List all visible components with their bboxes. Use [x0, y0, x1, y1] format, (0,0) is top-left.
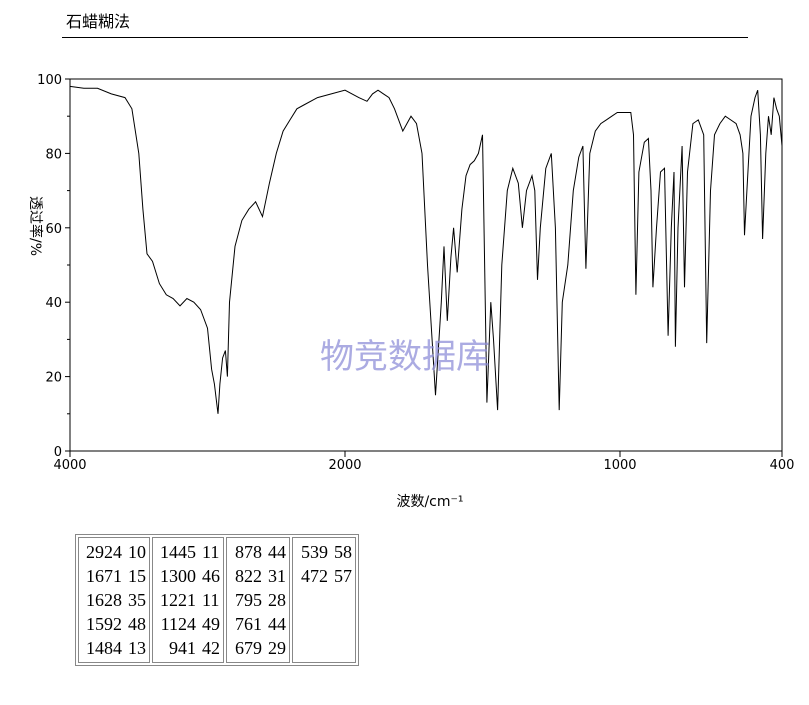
y-tick-label: 0 [54, 445, 62, 460]
watermark: 物竞数据库 [320, 337, 490, 377]
peak-transmittance: 31 [268, 566, 286, 586]
x-tick-label: 4000 [53, 458, 86, 473]
peak-transmittance: 29 [268, 638, 286, 658]
peak-table-column: 1445 11 1300 46 1221 11 1124 49 941 42 [152, 537, 224, 663]
peak-wavenumber: 761 [235, 614, 262, 634]
peak-table: 2924 10 1671 15 1628 35 1592 48 1484 13 1445 11 1300… [75, 534, 359, 666]
x-tick-label: 400 [770, 458, 795, 473]
peak-transmittance: 48 [128, 614, 146, 634]
peak-wavenumber: 1124 [160, 614, 196, 634]
peak-entry: 1445 11 [158, 540, 220, 564]
peak-wavenumber: 822 [235, 566, 262, 586]
peak-transmittance: 57 [334, 566, 352, 586]
peak-entry: 472 57 [298, 564, 352, 588]
peak-wavenumber: 1484 [86, 638, 122, 658]
peak-entry: 1628 35 [84, 588, 146, 612]
peak-entry: 761 44 [232, 612, 286, 636]
peak-transmittance: 35 [128, 590, 146, 610]
peak-entry: 941 42 [158, 636, 220, 660]
peak-entry: 1592 48 [84, 612, 146, 636]
peak-wavenumber: 795 [235, 590, 262, 610]
peak-wavenumber: 1445 [160, 542, 196, 562]
peak-transmittance: 13 [128, 638, 146, 658]
peak-wavenumber: 1300 [160, 566, 196, 586]
peak-transmittance: 44 [268, 614, 286, 634]
peak-wavenumber: 941 [169, 638, 196, 658]
peak-transmittance: 11 [202, 542, 220, 562]
x-tick-label: 1000 [603, 458, 636, 473]
peak-transmittance: 15 [128, 566, 146, 586]
peak-transmittance: 49 [202, 614, 220, 634]
peak-wavenumber: 679 [235, 638, 262, 658]
peak-transmittance: 44 [268, 542, 286, 562]
peak-entry: 679 29 [232, 636, 286, 660]
peak-entry: 1221 11 [158, 588, 220, 612]
peak-transmittance: 42 [202, 638, 220, 658]
x-axis-label: 波数/cm⁻¹ [396, 494, 463, 510]
peak-entry: 539 58 [298, 540, 352, 564]
peak-entry: 795 28 [232, 588, 286, 612]
peak-wavenumber: 1221 [160, 590, 196, 610]
peak-transmittance: 10 [128, 542, 146, 562]
y-tick-label: 40 [45, 296, 62, 311]
y-tick-label: 60 [45, 222, 62, 237]
axis-ticks [65, 78, 783, 457]
peak-wavenumber: 539 [301, 542, 328, 562]
peak-wavenumber: 1628 [86, 590, 122, 610]
peak-transmittance: 58 [334, 542, 352, 562]
spectrum-line [69, 85, 783, 414]
peak-entry: 822 31 [232, 564, 286, 588]
peak-wavenumber: 2924 [86, 542, 122, 562]
peak-transmittance: 28 [268, 590, 286, 610]
header-divider [62, 37, 748, 38]
peak-entry: 2924 10 [84, 540, 146, 564]
peak-entry: 1300 46 [158, 564, 220, 588]
peak-table-column: 878 44 822 31 795 28 761 44 679 29 [226, 537, 290, 663]
y-tick-label: 20 [45, 371, 62, 386]
page-title: 石蜡糊法 [66, 12, 131, 31]
y-axis-label: 透过率/% [27, 196, 44, 256]
peak-transmittance: 46 [202, 566, 220, 586]
peak-wavenumber: 472 [301, 566, 328, 586]
peak-wavenumber: 1671 [86, 566, 122, 586]
peak-entry: 1484 13 [84, 636, 146, 660]
peak-wavenumber: 1592 [86, 614, 122, 634]
peak-wavenumber: 878 [235, 542, 262, 562]
y-tick-label: 100 [37, 73, 62, 88]
peak-entry: 878 44 [232, 540, 286, 564]
x-tick-label: 2000 [328, 458, 361, 473]
peak-entry: 1124 49 [158, 612, 220, 636]
peak-transmittance: 11 [202, 590, 220, 610]
y-tick-label: 80 [45, 147, 62, 162]
peak-entry: 1671 15 [84, 564, 146, 588]
peak-table-column: 539 58 472 57 [292, 537, 356, 663]
peak-table-column: 2924 10 1671 15 1628 35 1592 48 1484 13 [78, 537, 150, 663]
